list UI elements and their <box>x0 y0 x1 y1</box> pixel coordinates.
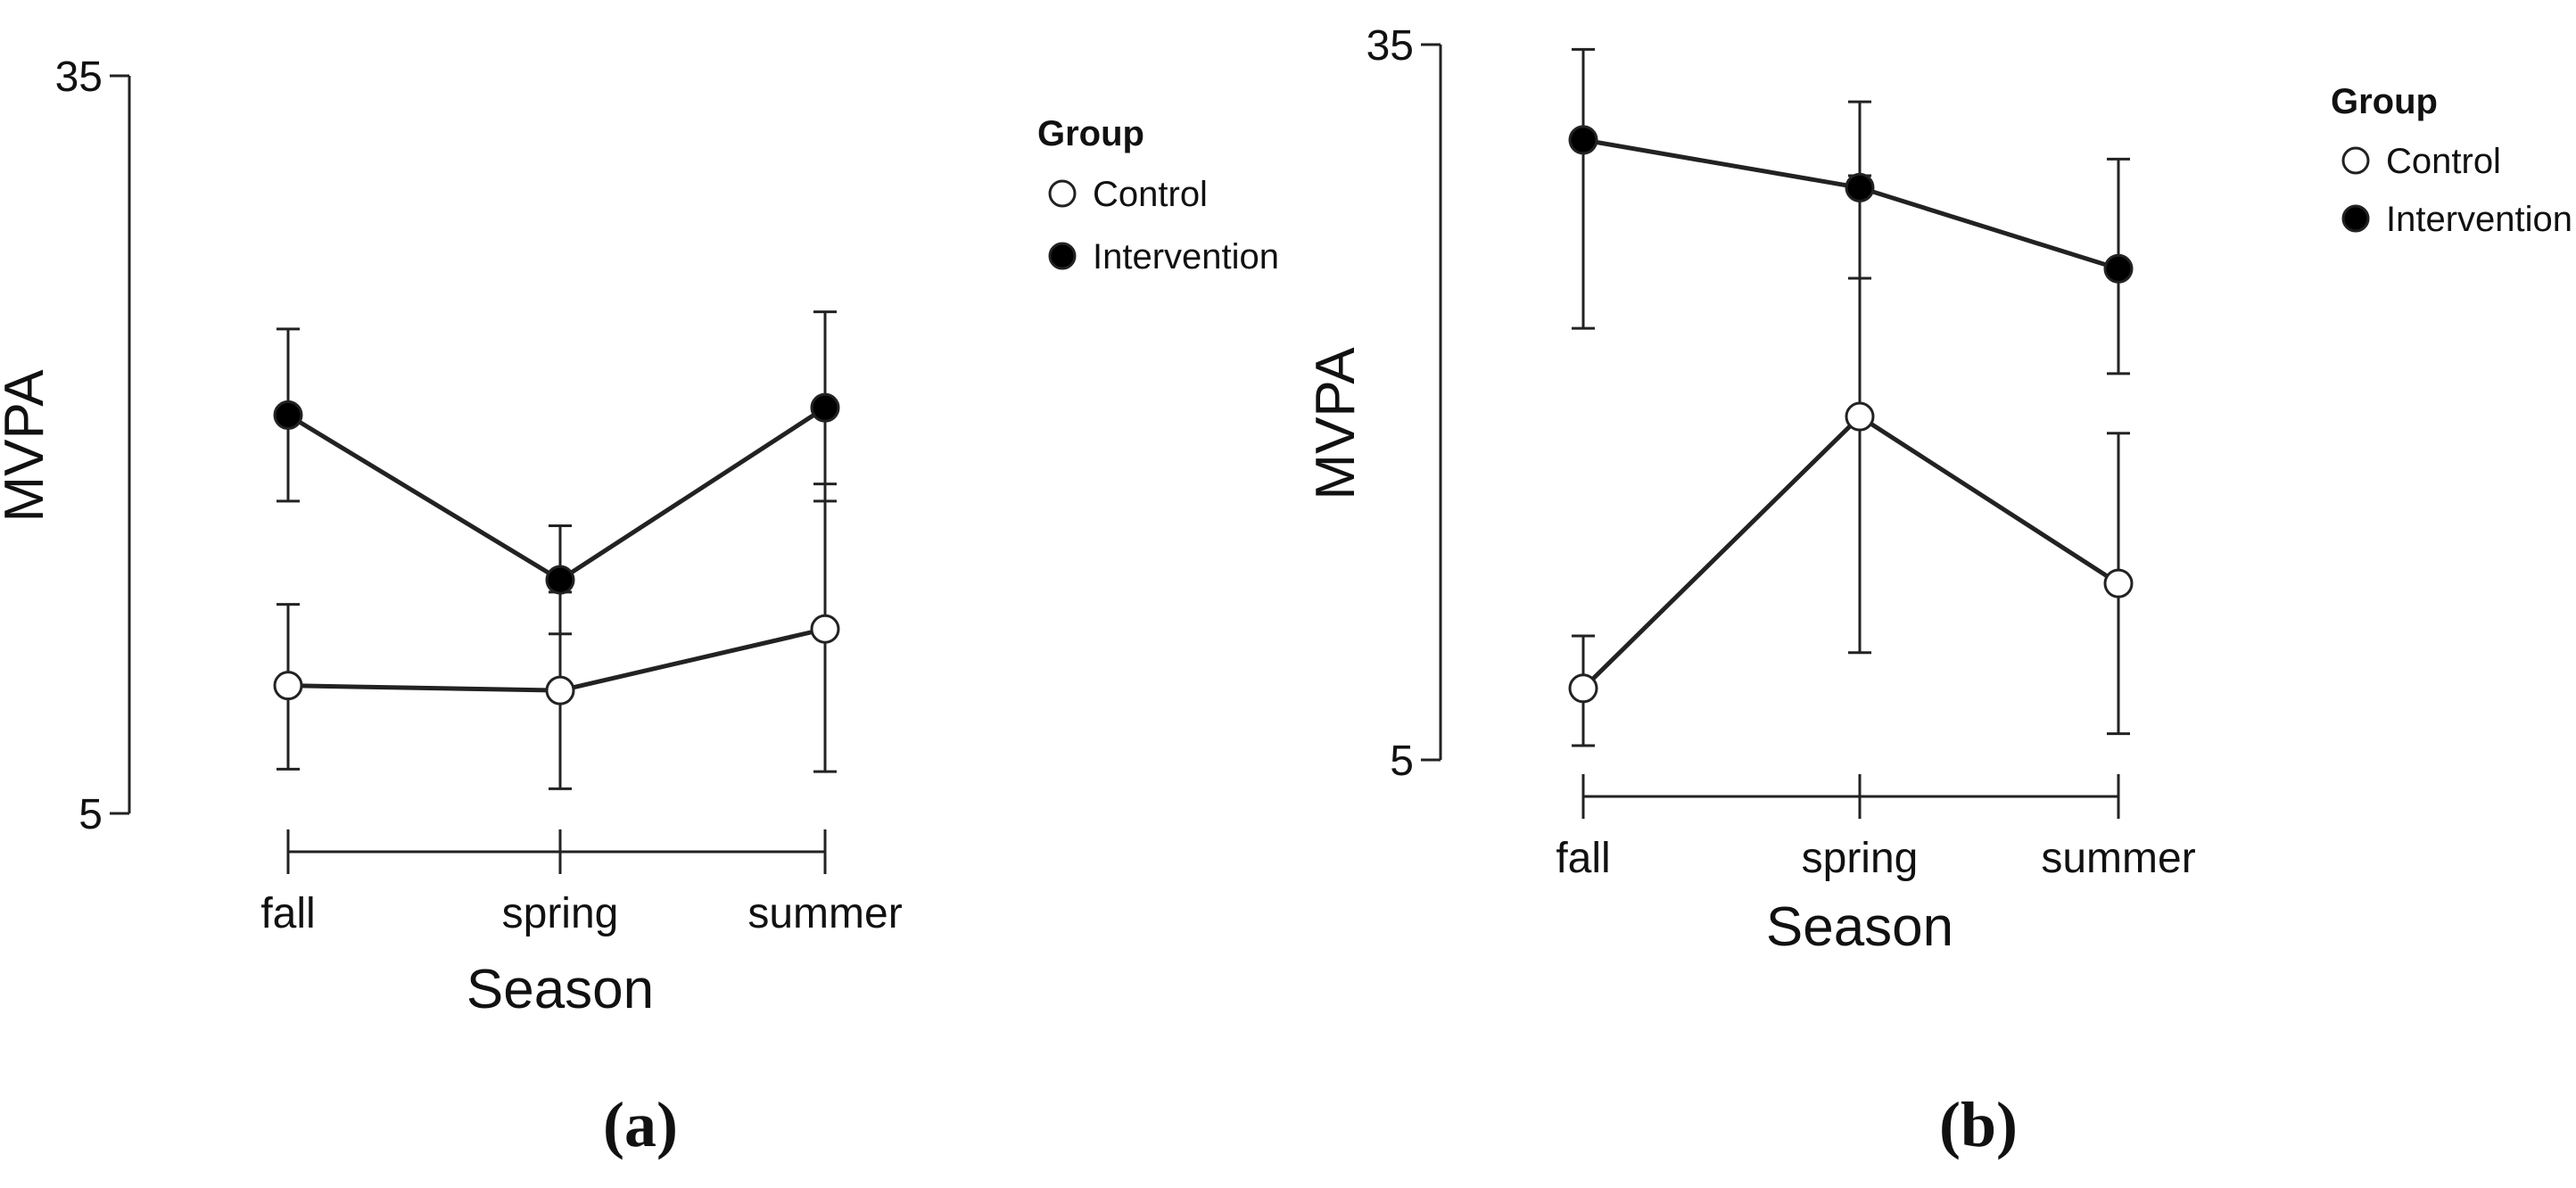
panel-b-intervention-point-summer <box>2103 253 2134 284</box>
panel-b-x-tick-label-spring: spring <box>1802 835 1919 882</box>
panel-a-x-axis-title: Season <box>466 959 654 1020</box>
panel-b-legend-title: Group <box>2331 82 2438 121</box>
panel-a-legend-label-intervention: Intervention <box>1093 237 1279 276</box>
panel-b-legend-label-intervention: Intervention <box>2386 200 2572 239</box>
panel-a-intervention-point-spring <box>545 565 575 595</box>
panel-a-y-axis-title: MVPA <box>0 369 55 523</box>
panel-b: 35 5 MVPA fall spring summer Season Group Contro… <box>1305 22 2572 1160</box>
panel-b-legend-marker-control <box>2341 146 2370 175</box>
panel-b-control-line <box>1581 413 2120 690</box>
panel-a-y-tick-label: 5 <box>78 791 103 838</box>
panel-b-legend-marker-intervention <box>2341 204 2370 233</box>
panel-a-legend-marker-intervention <box>1048 242 1077 270</box>
panel-a: 35 5 MVPA fall spring summer Season Group Contro… <box>0 54 1279 1160</box>
panel-b-intervention-error-bar <box>1572 47 1595 330</box>
panel-a-legend: Group Control Intervention <box>1037 114 1279 276</box>
panel-a-x-tick-label-summer: summer <box>747 890 902 937</box>
panel-b-control-point-summer <box>2103 568 2134 598</box>
panel-a-intervention-point-summer <box>810 392 840 423</box>
panel-b-legend-label-control: Control <box>2386 142 2501 181</box>
panel-b-control-point-spring <box>1845 401 1875 432</box>
panel-b-intervention-line <box>1582 137 2119 271</box>
panel-a-legend-title: Group <box>1037 114 1144 153</box>
panel-b-control-point-fall <box>1568 673 1598 704</box>
panel-b-intervention-point-spring <box>1845 172 1875 202</box>
panel-a-control-point-spring <box>545 675 575 705</box>
panel-a-legend-marker-control <box>1048 179 1077 208</box>
panel-a-x-tick-label-fall: fall <box>260 890 315 937</box>
panel-b-x-axis-title: Season <box>1766 896 1953 958</box>
panel-b-y-tick-label: 5 <box>1390 738 1414 785</box>
panel-a-intervention-point-fall <box>273 400 303 430</box>
panel-a-y-tick-label: 35 <box>55 54 103 101</box>
panel-a-x-tick-label-spring: spring <box>502 890 619 937</box>
panel-b-x-tick-label-fall: fall <box>1556 835 1610 882</box>
panel-b-label: (b) <box>1939 1089 2018 1160</box>
panel-b-intervention-point-fall <box>1568 125 1598 155</box>
panel-b-y-tick-label: 35 <box>1366 22 1414 70</box>
panel-a-label: (a) <box>603 1089 678 1160</box>
panel-a-control-point-summer <box>810 614 840 644</box>
panel-a-legend-label-control: Control <box>1093 175 1208 214</box>
panel-a-intervention-line <box>286 406 827 583</box>
panel-b-x-tick-label-summer: summer <box>2041 835 2195 882</box>
panel-b-y-axis-title: MVPA <box>1305 347 1366 500</box>
panel-b-legend: Group Control Intervention <box>2331 82 2572 239</box>
panel-a-control-point-fall <box>273 671 303 701</box>
